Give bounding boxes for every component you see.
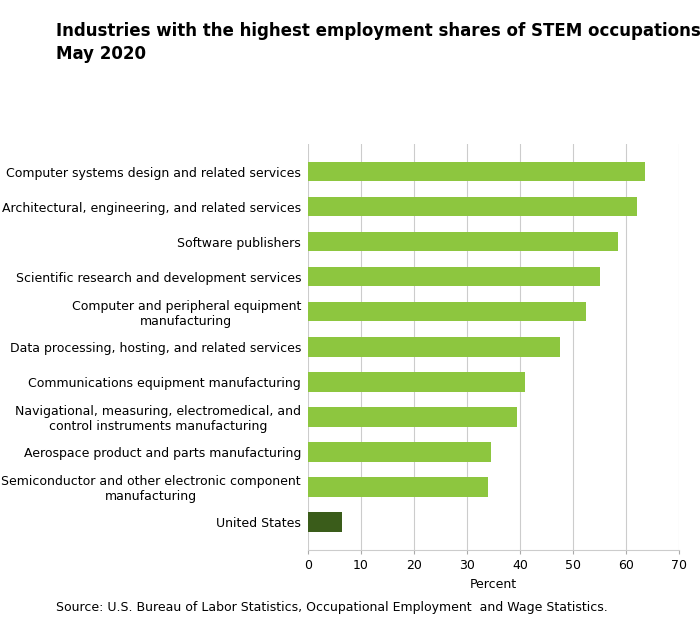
Bar — [308, 478, 488, 496]
Bar — [308, 338, 560, 356]
Bar — [308, 408, 517, 426]
Bar — [308, 442, 491, 461]
Bar — [308, 268, 599, 286]
X-axis label: Percent: Percent — [470, 578, 517, 591]
Bar — [308, 512, 342, 531]
Text: Industries with the highest employment shares of STEM occupations,
May 2020: Industries with the highest employment s… — [56, 22, 700, 64]
Bar — [308, 162, 645, 181]
Bar — [308, 232, 618, 251]
Bar — [308, 302, 587, 321]
Bar — [308, 372, 525, 391]
Text: Source: U.S. Bureau of Labor Statistics, Occupational Employment  and Wage Stati: Source: U.S. Bureau of Labor Statistics,… — [56, 601, 608, 614]
Bar — [308, 198, 636, 216]
